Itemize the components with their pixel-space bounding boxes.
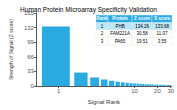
svg-text:30.58: 30.58: [136, 31, 148, 36]
svg-text:11.07: 11.07: [157, 31, 168, 36]
svg-text:30: 30: [167, 88, 174, 94]
svg-text:165: 165: [23, 10, 34, 16]
svg-text:1: 1: [101, 24, 104, 29]
svg-text:0: 0: [31, 83, 35, 89]
svg-text:Z score: Z score: [134, 16, 151, 21]
svg-text:Strength of Signal (Z score): Strength of Signal (Z score): [8, 19, 14, 80]
svg-text:33: 33: [27, 68, 34, 74]
svg-text:Rank: Rank: [96, 16, 108, 21]
svg-text:Protein: Protein: [112, 16, 128, 21]
svg-text:133.68: 133.68: [155, 24, 169, 29]
svg-text:S score: S score: [154, 16, 171, 21]
svg-text:99: 99: [27, 39, 34, 45]
svg-text:PA65: PA65: [115, 39, 126, 44]
svg-text:PHB: PHB: [115, 24, 124, 29]
svg-text:Signal Rank: Signal Rank: [88, 99, 121, 105]
svg-text:1: 1: [57, 88, 61, 94]
svg-text:FAM221A: FAM221A: [110, 31, 130, 36]
svg-text:19.51: 19.51: [136, 39, 148, 44]
svg-text:20: 20: [154, 88, 161, 94]
svg-text:66: 66: [27, 54, 34, 60]
svg-text:2: 2: [101, 31, 104, 36]
svg-text:132: 132: [24, 25, 35, 31]
svg-text:3.55: 3.55: [158, 39, 167, 44]
svg-text:134.26: 134.26: [135, 24, 149, 29]
svg-text:Human Protein Microarray Speci: Human Protein Microarray Specificity Val…: [20, 6, 157, 14]
svg-text:10: 10: [131, 88, 138, 94]
svg-text:3: 3: [101, 39, 104, 44]
